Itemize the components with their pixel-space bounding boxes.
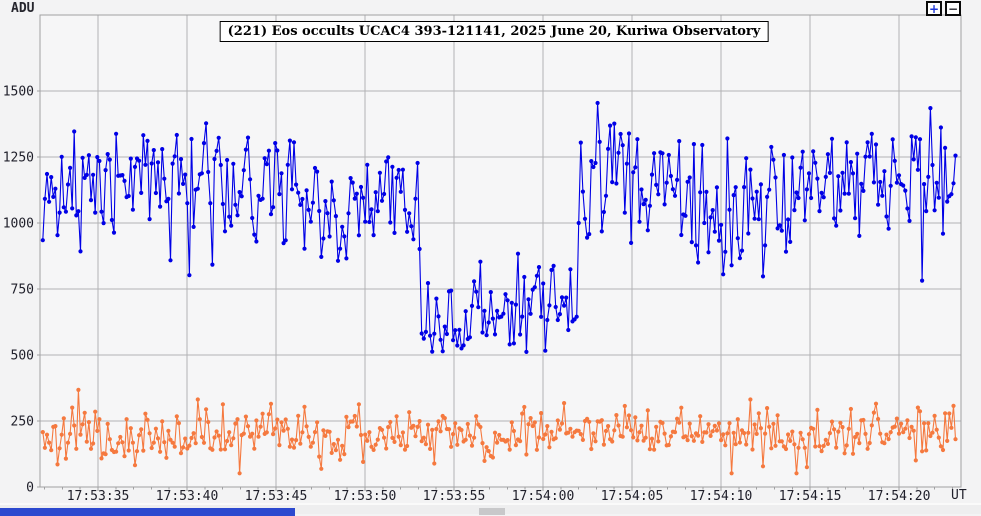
y-tick-label: 0 xyxy=(26,481,34,496)
y-tick-label: 250 xyxy=(11,415,34,430)
y-tick-label: 500 xyxy=(11,349,34,364)
x-tick-label: 17:53:45 xyxy=(245,489,308,504)
x-tick-label: 17:53:55 xyxy=(423,489,486,504)
x-tick-label: 17:54:20 xyxy=(868,489,931,504)
x-tick-label: 17:54:15 xyxy=(779,489,842,504)
ut-axis-label: UT xyxy=(951,488,967,503)
x-tick-labels: 17:53:35 17:53:40 17:53:45 17:53:50 17:53:55… xyxy=(67,489,931,504)
scrollbar-thumb[interactable] xyxy=(0,508,295,516)
x-tick-label: 17:54:10 xyxy=(690,489,753,504)
x-tick-label: 17:53:35 xyxy=(67,489,130,504)
plot-area xyxy=(40,15,961,487)
plus-icon: + xyxy=(928,1,940,16)
scroll-position-indicator[interactable] xyxy=(479,508,505,515)
series-background-level xyxy=(40,387,958,476)
plot-border xyxy=(39,14,962,488)
zoom-in-button[interactable]: + xyxy=(926,1,942,16)
x-tick-label: 17:54:05 xyxy=(601,489,664,504)
y-tick-label: 750 xyxy=(11,283,34,298)
y-tick-label: 1250 xyxy=(3,151,34,166)
minus-icon: − xyxy=(947,1,959,16)
y-tick-label: 1500 xyxy=(3,85,34,100)
horizontal-scrollbar[interactable] xyxy=(0,503,981,516)
x-tick-label: 17:53:40 xyxy=(156,489,219,504)
y-tick-label: 1000 xyxy=(3,217,34,232)
chart-title: (221) Eos occults UCAC4 393-121141, 2025… xyxy=(219,21,769,42)
adu-axis-label: ADU xyxy=(11,1,35,16)
x-tick-label: 17:53:50 xyxy=(334,489,397,504)
x-tick-label: 17:54:00 xyxy=(512,489,575,504)
zoom-out-button[interactable]: − xyxy=(945,1,961,16)
series-target-star xyxy=(40,100,958,354)
y-tick-labels: 0 250 500 750 1000 1250 1500 xyxy=(3,85,34,496)
gridlines xyxy=(40,15,961,487)
